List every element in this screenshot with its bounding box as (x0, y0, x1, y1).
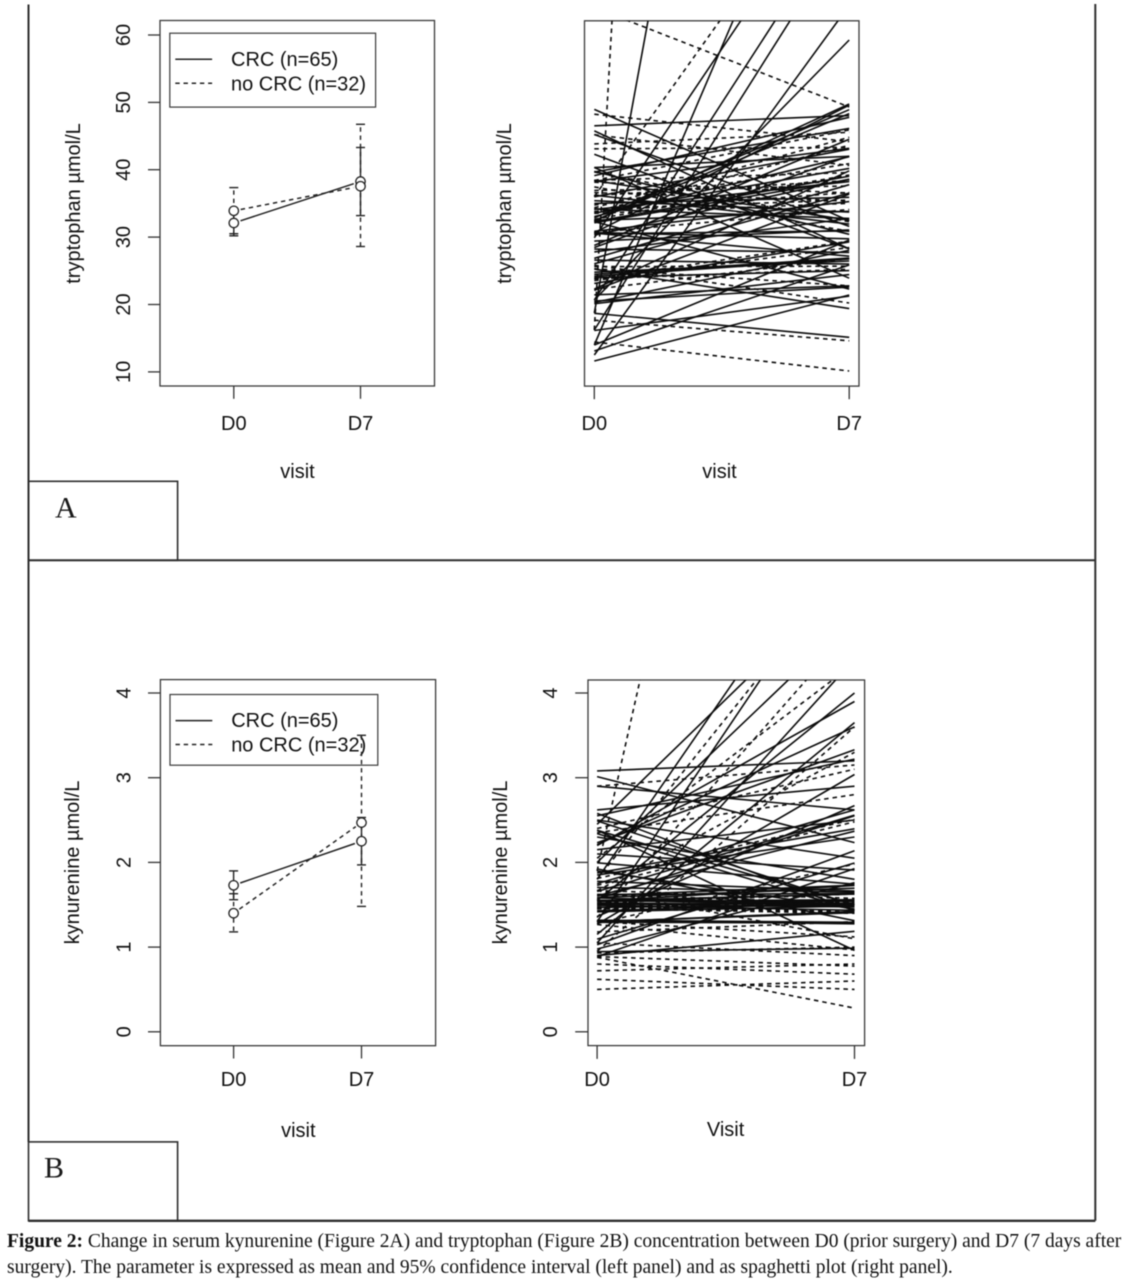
svg-text:Visit: Visit (707, 1119, 745, 1141)
svg-text:visit: visit (702, 461, 737, 483)
svg-text:1: 1 (540, 942, 562, 953)
svg-text:10: 10 (113, 361, 135, 383)
svg-text:D0: D0 (584, 1069, 610, 1091)
svg-text:tryptophan µmol/L: tryptophan µmol/L (494, 123, 516, 284)
svg-text:3: 3 (540, 772, 562, 783)
svg-text:60: 60 (113, 24, 135, 46)
svg-text:2: 2 (540, 857, 562, 868)
svg-text:D0: D0 (221, 413, 247, 435)
svg-text:visit: visit (280, 461, 315, 483)
svg-text:2: 2 (114, 857, 136, 868)
svg-text:D7: D7 (836, 413, 862, 435)
svg-text:D7: D7 (349, 1069, 375, 1091)
svg-text:kynurenine µmol/L: kynurenine µmol/L (62, 781, 84, 945)
svg-text:50: 50 (113, 91, 135, 113)
svg-text:CRC (n=65): CRC (n=65) (231, 49, 338, 71)
svg-text:D0: D0 (221, 1069, 247, 1091)
svg-text:visit: visit (281, 1120, 316, 1142)
svg-text:D7: D7 (348, 413, 374, 435)
svg-text:30: 30 (113, 226, 135, 248)
svg-text:CRC (n=65): CRC (n=65) (231, 710, 338, 732)
svg-text:0: 0 (540, 1026, 562, 1037)
svg-text:40: 40 (113, 159, 135, 181)
svg-text:D0: D0 (582, 413, 608, 435)
svg-text:4: 4 (540, 687, 562, 698)
svg-text:3: 3 (114, 772, 136, 783)
svg-text:20: 20 (113, 293, 135, 315)
svg-text:kynurenine µmol/L: kynurenine µmol/L (490, 781, 512, 945)
svg-text:0: 0 (114, 1026, 136, 1037)
svg-text:B: B (44, 1152, 64, 1185)
svg-text:tryptophan µmol/L: tryptophan µmol/L (63, 123, 85, 284)
svg-text:A: A (55, 492, 77, 525)
svg-text:1: 1 (114, 942, 136, 953)
svg-text:no CRC (n=32): no CRC (n=32) (231, 735, 366, 757)
svg-text:D7: D7 (842, 1069, 868, 1091)
svg-text:4: 4 (114, 687, 136, 698)
svg-text:no CRC (n=32): no CRC (n=32) (231, 73, 366, 95)
